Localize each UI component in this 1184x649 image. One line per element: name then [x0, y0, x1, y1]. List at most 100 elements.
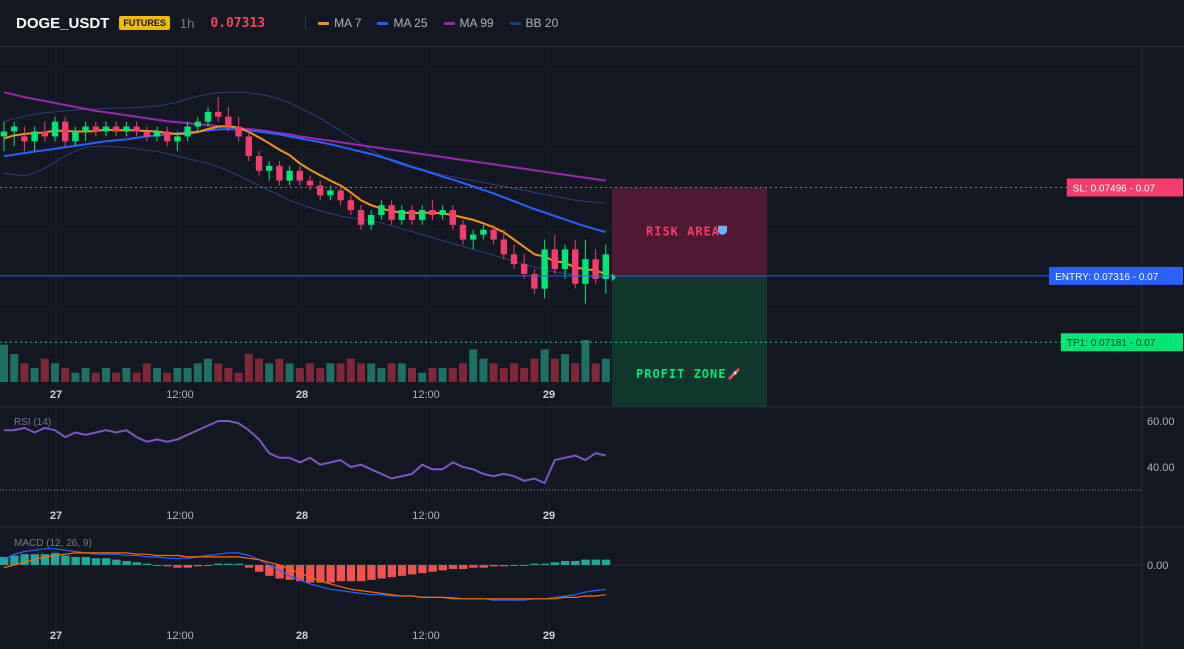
symbol-title[interactable]: DOGE_USDT — [16, 14, 110, 32]
macd-histogram-bar — [265, 565, 274, 576]
candle-body — [490, 229, 497, 240]
candle-body — [470, 234, 477, 240]
volume-bar — [71, 372, 80, 382]
volume-bar — [20, 363, 29, 382]
volume-bar — [122, 368, 131, 382]
volume-bar — [91, 372, 100, 382]
candle-body — [133, 126, 140, 132]
macd-histogram-bar — [357, 565, 366, 582]
volume-bar — [326, 363, 335, 382]
time-axis-tick: 12:00 — [412, 510, 440, 522]
candle-body — [51, 121, 59, 137]
candle-body — [245, 136, 252, 157]
macd-histogram-bar — [224, 563, 233, 565]
time-axis-tick: 27 — [50, 630, 62, 642]
candle-body — [255, 156, 263, 171]
profit-zone-label: PROFIT ZONE — [636, 367, 726, 381]
macd-histogram-bar — [173, 565, 182, 568]
candle-body — [398, 210, 405, 220]
candle-body — [92, 126, 99, 132]
macd-histogram-bar — [20, 554, 29, 565]
volume-bar — [479, 358, 488, 382]
candle-body — [102, 126, 110, 132]
macd-histogram-bar — [122, 560, 131, 565]
time-axis-tick: 12:00 — [166, 630, 194, 642]
macd-histogram-bar — [112, 559, 121, 565]
volume-bar — [255, 358, 263, 382]
volume-bar — [61, 368, 70, 382]
macd-histogram-bar — [418, 565, 427, 574]
candle-body — [459, 224, 467, 240]
legend-item-bb20[interactable]: BB 20 — [509, 16, 558, 30]
time-axis-tick: 12:00 — [166, 389, 194, 401]
macd-histogram-bar — [326, 565, 335, 583]
volume-bar — [346, 358, 355, 382]
volume-bar — [275, 358, 284, 382]
legend-item-ma99[interactable]: MA 99 — [443, 16, 494, 30]
volume-bar — [0, 344, 8, 382]
candle-body — [419, 210, 426, 220]
rsi-title: RSI (14) — [14, 417, 51, 428]
macd-histogram-bar — [469, 565, 478, 568]
candle-body — [561, 249, 569, 270]
candle-body — [500, 239, 507, 255]
legend-item-ma25[interactable]: MA 25 — [377, 16, 428, 30]
macd-histogram-bar — [346, 565, 356, 582]
volume-bar — [173, 368, 182, 382]
legend-item-ma7[interactable]: MA 7 — [318, 16, 361, 30]
volume-bar — [234, 372, 243, 382]
market-badge: FUTURES — [119, 16, 170, 30]
time-axis-tick: 12:00 — [412, 389, 440, 401]
volume-bar — [448, 368, 457, 382]
macd-histogram-bar — [428, 565, 437, 572]
volume-bar — [601, 358, 610, 382]
candle-body — [41, 131, 48, 137]
macd-histogram-bar — [285, 565, 294, 580]
macd-histogram-bar — [183, 565, 192, 568]
macd-histogram-bar — [10, 555, 19, 565]
macd-histogram-bar — [520, 565, 529, 566]
volume-bar — [265, 363, 274, 382]
rsi-line — [4, 420, 607, 485]
candle-body — [153, 131, 161, 137]
volume-bar — [499, 368, 508, 382]
macd-histogram-bar — [234, 563, 243, 565]
candle-body — [388, 205, 395, 220]
candle-body — [174, 136, 181, 142]
macd-histogram-bar — [438, 565, 447, 571]
candle-body — [541, 249, 548, 289]
time-axis-tick: 27 — [50, 510, 62, 522]
volume-bar — [204, 358, 212, 382]
volume-bar — [336, 363, 345, 382]
shield-icon — [718, 225, 727, 235]
volume-bars — [0, 340, 610, 382]
macd-histogram-bar — [275, 565, 284, 579]
candle-body — [276, 165, 283, 181]
volume-bar — [438, 368, 447, 382]
candle-body — [347, 200, 354, 211]
candle-body — [194, 121, 201, 127]
risk-area-zone — [612, 187, 767, 276]
volume-bar — [469, 349, 478, 382]
volume-bar — [244, 354, 253, 382]
price-level-tag — [1060, 333, 1183, 352]
legend-swatch — [377, 21, 389, 25]
time-axis-tick: 12:00 — [412, 630, 440, 642]
rsi-axis-tick: 40.00 — [1147, 462, 1175, 474]
time-axis-tick: 29 — [543, 630, 555, 642]
risk-area-label: RISK AREA — [646, 225, 720, 239]
volume-bar — [30, 368, 39, 382]
macd-histogram-bar — [153, 565, 162, 566]
interval-selector[interactable]: 1h — [179, 15, 195, 31]
candle-body — [215, 111, 222, 117]
volume-bar — [285, 363, 294, 382]
price-level-tag-text: TP1: 0.07181 - 0.07 — [1067, 338, 1156, 349]
macd-histogram-bar — [591, 559, 600, 565]
legend-swatch — [509, 21, 521, 25]
volume-bar — [510, 363, 518, 382]
volume-bar — [581, 340, 590, 382]
volume-bar — [357, 363, 365, 382]
volume-bar — [316, 368, 325, 382]
macd-histogram-bar — [244, 565, 254, 568]
